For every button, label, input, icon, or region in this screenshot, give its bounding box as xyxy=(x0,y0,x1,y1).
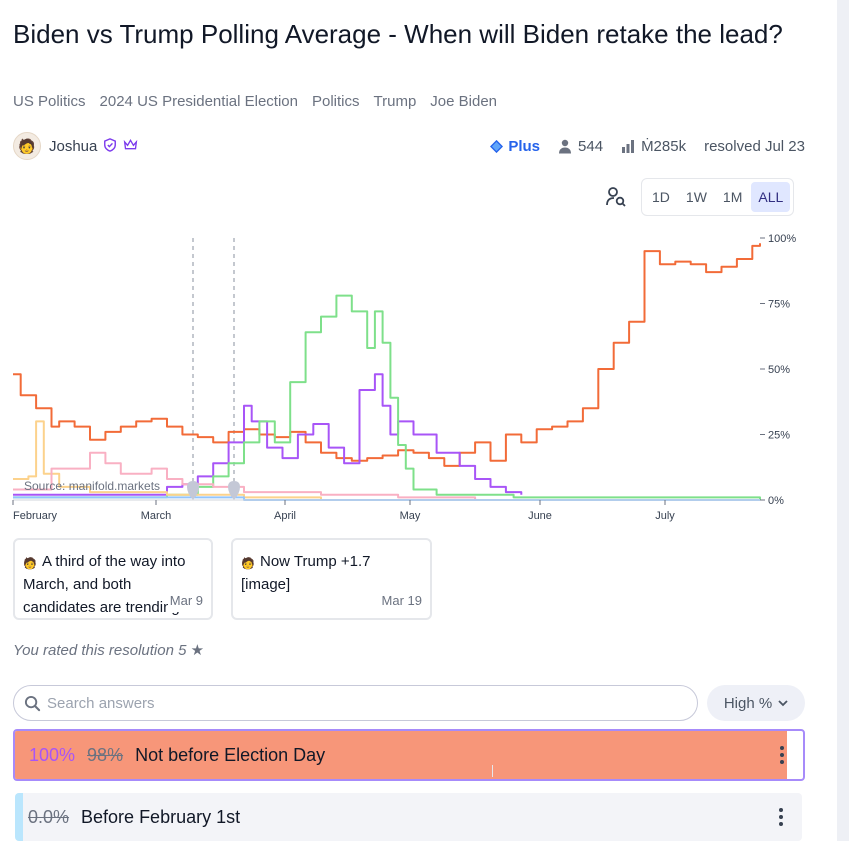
market-stats: Plus 544 Ṁ285k resolved Jul 23 xyxy=(490,138,805,155)
y-tick-label: 100% xyxy=(768,233,796,245)
series-line-0 xyxy=(13,243,761,467)
shield-icon xyxy=(103,137,117,155)
answer-previous-probability: 0.0% xyxy=(28,806,70,827)
traders-stat: 544 xyxy=(558,138,603,155)
chart-controls: 1D 1W 1M ALL xyxy=(605,178,795,216)
answer-content: 100% 98% Not before Election Day xyxy=(29,731,325,779)
page-title: Biden vs Trump Polling Average - When wi… xyxy=(13,19,783,49)
comment-text: Now Trump +1.7 [image] xyxy=(241,553,371,593)
sort-label: High % xyxy=(723,694,773,712)
answer-probability-fill xyxy=(15,731,788,779)
right-rail xyxy=(837,0,849,841)
x-tick-label: April xyxy=(274,510,296,522)
volume-stat: Ṁ285k xyxy=(621,138,686,155)
answer-row-not-before-election-day[interactable]: 100% 98% Not before Election Day xyxy=(13,729,805,781)
y-tick-label: 25% xyxy=(768,430,790,442)
topic-2024-election[interactable]: 2024 US Presidential Election xyxy=(99,93,298,110)
bar-chart-icon xyxy=(622,139,635,153)
resolved-date: resolved Jul 23 xyxy=(704,137,805,155)
diamond-icon xyxy=(490,139,504,153)
comment-card-mar-19[interactable]: 🧑 Now Trump +1.7 [image] Mar 19 xyxy=(231,538,432,620)
answer-probability: 100% xyxy=(29,744,76,765)
traders-count: 544 xyxy=(578,137,604,155)
series-line-1 xyxy=(13,373,523,496)
rating-text: You rated this resolution 5 xyxy=(13,642,187,659)
comment-card-mar-9[interactable]: 🧑 A third of the way into March, and both… xyxy=(13,538,213,620)
probability-chart[interactable]: Source: manifold.markets 100% 75% 50% 25% 0%… xyxy=(0,228,810,528)
topic-tags: US Politics 2024 US Presidential Electio… xyxy=(13,93,497,110)
topic-trump[interactable]: Trump xyxy=(373,93,417,110)
x-tick-label: May xyxy=(400,510,421,522)
topic-politics[interactable]: Politics xyxy=(311,93,360,110)
chevron-down-icon xyxy=(778,699,788,706)
y-tick-label: 0% xyxy=(768,495,784,507)
comment-avatar: 🧑 xyxy=(23,558,37,570)
answer-color-bar xyxy=(15,793,23,841)
x-tick-label: June xyxy=(528,510,552,522)
comment-text: A third of the way into March, and both … xyxy=(23,553,193,616)
time-range-selector: 1D 1W 1M ALL xyxy=(641,178,795,216)
series-line-2 xyxy=(13,294,761,500)
author-row: 🧑 Joshua Plus 544 Ṁ285k resolved Jul 23 xyxy=(13,131,805,161)
x-tick-label: February xyxy=(13,510,58,522)
answer-text: Before February 1st xyxy=(81,806,241,827)
range-1w-button[interactable]: 1W xyxy=(685,189,707,205)
answer-content: 0.0% Before February 1st xyxy=(28,793,240,841)
x-axis: February March April May June July xyxy=(12,500,675,522)
resolution-rating: You rated this resolution 5 ★ xyxy=(13,641,204,659)
series-line-4 xyxy=(13,451,477,500)
x-tick-label: July xyxy=(655,510,675,522)
range-all-button[interactable]: ALL xyxy=(751,182,791,212)
annotation-marker-mar-9[interactable] xyxy=(187,481,199,500)
series-layer xyxy=(13,243,761,501)
star-icon: ★ xyxy=(190,642,205,659)
search-icon xyxy=(24,695,41,711)
topic-us-politics[interactable]: US Politics xyxy=(13,93,86,110)
answer-text: Not before Election Day xyxy=(135,744,326,765)
y-axis: 100% 75% 50% 25% 0% xyxy=(760,233,796,507)
series-line-3 xyxy=(13,420,322,500)
comment-avatar: 🧑 xyxy=(241,558,255,570)
volume-amount: Ṁ285k xyxy=(641,137,687,155)
crown-icon xyxy=(123,138,138,154)
plus-badge[interactable]: Plus xyxy=(490,138,540,155)
chart-source-label: Source: manifold.markets xyxy=(24,479,160,493)
plus-label: Plus xyxy=(508,137,541,155)
more-options-icon[interactable] xyxy=(779,745,785,765)
range-1d-button[interactable]: 1D xyxy=(652,189,670,205)
avatar[interactable]: 🧑 xyxy=(13,132,41,160)
answer-row-before-february-1st[interactable]: 0.0% Before February 1st xyxy=(15,793,802,841)
more-options-icon[interactable] xyxy=(778,807,784,827)
sort-dropdown[interactable]: High % xyxy=(707,685,805,721)
x-tick-label: March xyxy=(141,510,172,522)
y-tick-label: 50% xyxy=(768,364,790,376)
comment-date: Mar 19 xyxy=(379,589,422,612)
person-icon xyxy=(559,139,572,153)
user-search-icon[interactable] xyxy=(605,186,627,208)
answer-search xyxy=(13,685,698,721)
comment-date: Mar 9 xyxy=(167,589,203,612)
author-name[interactable]: Joshua xyxy=(49,137,98,155)
y-tick-label: 75% xyxy=(768,299,790,311)
topic-joe-biden[interactable]: Joe Biden xyxy=(430,93,497,110)
annotation-marker-mar-19[interactable] xyxy=(228,481,240,500)
search-input[interactable] xyxy=(47,694,647,712)
range-1m-button[interactable]: 1M xyxy=(722,189,743,205)
answer-previous-probability: 98% xyxy=(87,744,124,765)
text-cursor xyxy=(492,765,493,777)
